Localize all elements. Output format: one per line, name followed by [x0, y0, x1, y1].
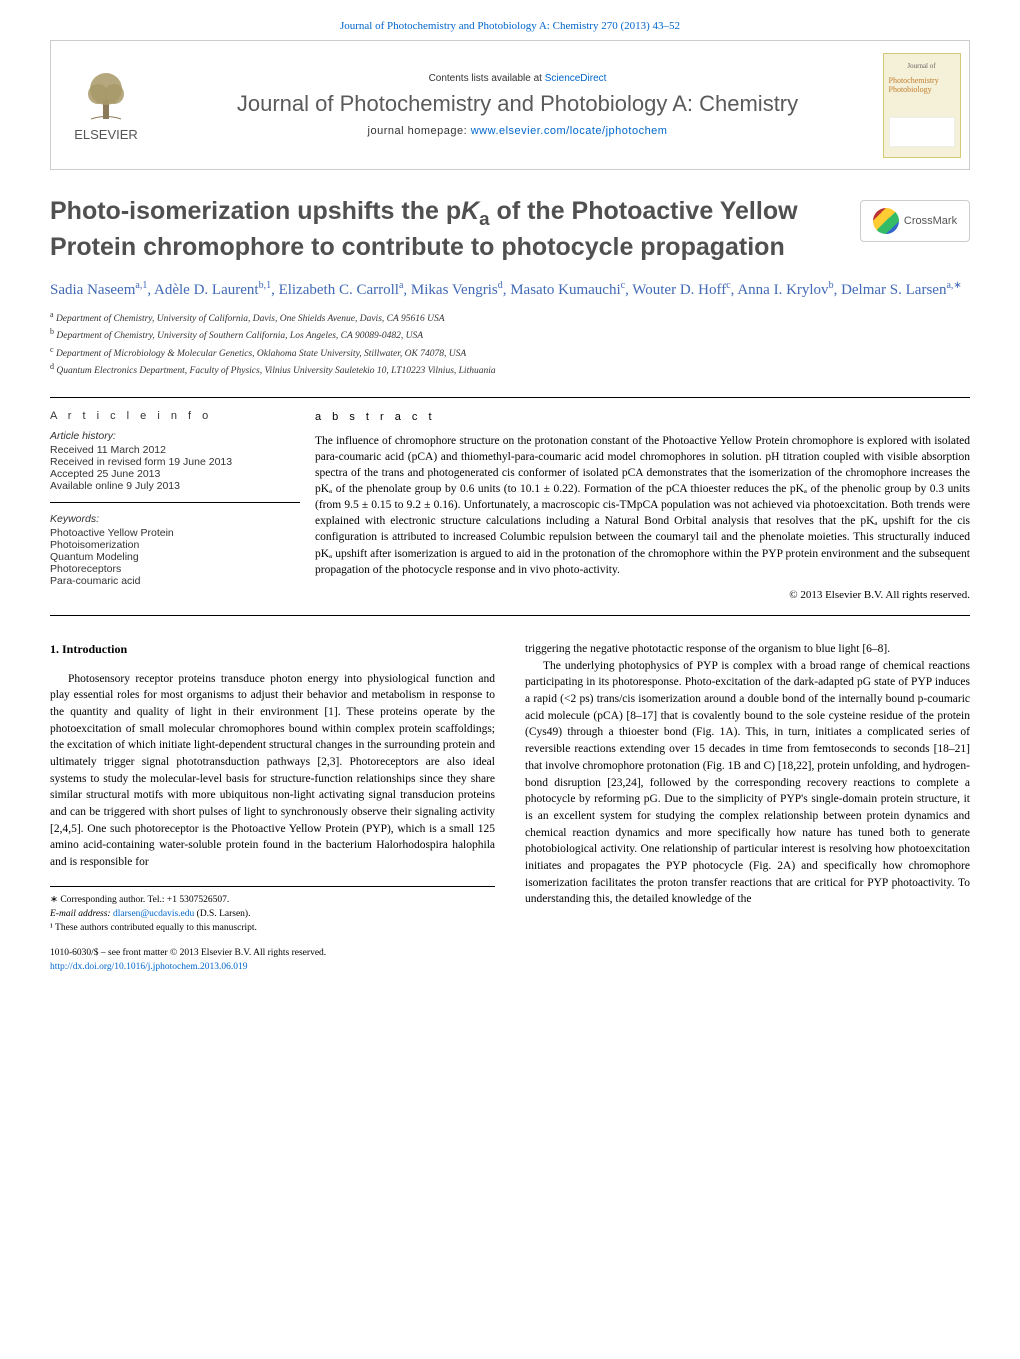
email-name: (D.S. Larsen).	[194, 909, 250, 919]
title-row: Photo-isomerization upshifts the pKa of …	[50, 195, 970, 264]
running-header: Journal of Photochemistry and Photobiolo…	[50, 20, 970, 32]
keyword-3: Quantum Modeling	[50, 551, 300, 563]
crossmark-badge[interactable]: CrossMark	[860, 200, 970, 242]
article-info-heading: a r t i c l e i n f o	[50, 410, 300, 422]
right-column: triggering the negative phototactic resp…	[525, 641, 970, 974]
keyword-1: Photoactive Yellow Protein	[50, 527, 300, 539]
history-received: Received 11 March 2012	[50, 444, 300, 456]
sciencedirect-link[interactable]: ScienceDirect	[545, 73, 607, 84]
intro-para-1: Photosensory receptor proteins transduce…	[50, 671, 495, 871]
intro-para-2: The underlying photophysics of PYP is co…	[525, 658, 970, 908]
crossmark-icon	[873, 208, 899, 234]
publisher-logo: ELSEVIER	[51, 64, 161, 147]
affiliation-line: c Department of Microbiology & Molecular…	[50, 344, 970, 361]
article-history-block: Article history: Received 11 March 2012 …	[50, 430, 300, 503]
contents-prefix: Contents lists available at	[429, 73, 545, 84]
body-two-column: 1. Introduction Photosensory receptor pr…	[50, 641, 970, 974]
history-accepted: Accepted 25 June 2013	[50, 468, 300, 480]
crossmark-text: CrossMark	[904, 215, 957, 227]
journal-header: ELSEVIER Contents lists available at Sci…	[50, 40, 970, 170]
elsevier-tree-icon	[81, 69, 131, 124]
author-list: Sadia Naseema,1, Adèle D. Laurentb,1, El…	[50, 279, 970, 301]
abstract-heading: a b s t r a c t	[315, 410, 970, 425]
left-column: 1. Introduction Photosensory receptor pr…	[50, 641, 495, 974]
affiliation-line: a Department of Chemistry, University of…	[50, 309, 970, 326]
header-center: Contents lists available at ScienceDirec…	[161, 68, 874, 143]
abstract-copyright: © 2013 Elsevier B.V. All rights reserved…	[315, 588, 970, 603]
front-matter-line: 1010-6030/$ – see front matter © 2013 El…	[50, 947, 495, 960]
email-label: E-mail address:	[50, 909, 113, 919]
history-label: Article history:	[50, 430, 300, 442]
corresponding-author-note: ∗ Corresponding author. Tel.: +1 5307526…	[50, 893, 495, 907]
doi-link[interactable]: http://dx.doi.org/10.1016/j.jphotochem.2…	[50, 962, 247, 972]
homepage-prefix: journal homepage:	[368, 125, 471, 137]
copyright-doi-block: 1010-6030/$ – see front matter © 2013 El…	[50, 947, 495, 974]
intro-para-cont: triggering the negative phototactic resp…	[525, 641, 970, 658]
affiliation-list: a Department of Chemistry, University of…	[50, 309, 970, 379]
abstract-column: a b s t r a c t The influence of chromop…	[315, 398, 970, 616]
article-title: Photo-isomerization upshifts the pKa of …	[50, 195, 840, 264]
journal-homepage-link[interactable]: www.elsevier.com/locate/jphotochem	[471, 125, 668, 137]
journal-cover-thumbnail: Journal of PhotochemistryPhotobiology	[883, 53, 961, 158]
keyword-5: Para-coumaric acid	[50, 575, 300, 587]
journal-homepage-line: journal homepage: www.elsevier.com/locat…	[171, 125, 864, 137]
equal-contribution-note: ¹ These authors contributed equally to t…	[50, 921, 495, 935]
keyword-2: Photoisomerization	[50, 539, 300, 551]
section-heading-introduction: 1. Introduction	[50, 641, 495, 658]
article-info-column: a r t i c l e i n f o Article history: R…	[50, 398, 315, 616]
corresponding-email-link[interactable]: dlarsen@ucdavis.edu	[113, 909, 194, 919]
affiliation-line: d Quantum Electronics Department, Facult…	[50, 361, 970, 378]
keyword-4: Photoreceptors	[50, 563, 300, 575]
contents-available-line: Contents lists available at ScienceDirec…	[171, 73, 864, 84]
publisher-name: ELSEVIER	[74, 127, 138, 142]
affiliation-line: b Department of Chemistry, University of…	[50, 326, 970, 343]
history-revised: Received in revised form 19 June 2013	[50, 456, 300, 468]
email-line: E-mail address: dlarsen@ucdavis.edu (D.S…	[50, 907, 495, 921]
info-abstract-block: a r t i c l e i n f o Article history: R…	[50, 397, 970, 617]
cover-word-1: Photochemistry	[889, 76, 939, 85]
abstract-text: The influence of chromophore structure o…	[315, 433, 970, 578]
footnotes-block: ∗ Corresponding author. Tel.: +1 5307526…	[50, 886, 495, 936]
history-online: Available online 9 July 2013	[50, 480, 300, 492]
journal-cover-cell: Journal of PhotochemistryPhotobiology	[874, 48, 969, 163]
keywords-label: Keywords:	[50, 513, 300, 525]
title-sub: a	[479, 208, 489, 229]
title-part1: Photo-isomerization upshifts the p	[50, 197, 461, 225]
cover-word-2: Photobiology	[889, 85, 932, 94]
journal-title: Journal of Photochemistry and Photobiolo…	[171, 90, 864, 118]
